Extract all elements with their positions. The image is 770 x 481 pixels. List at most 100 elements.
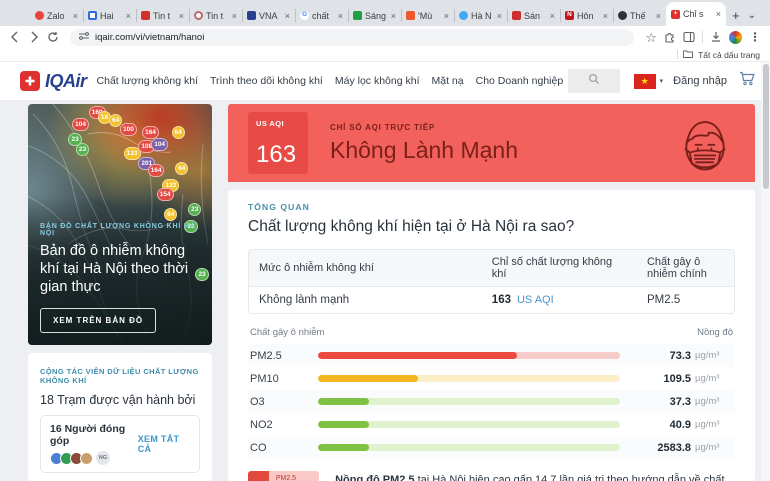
view-on-map-button[interactable]: XEM TRÊN BẢN ĐỒ: [40, 308, 157, 333]
stations-operated-heading: 18 Trạm được vận hành bởi: [40, 393, 196, 407]
reading-list-icon[interactable]: [683, 31, 695, 43]
tab-close-icon[interactable]: ×: [602, 10, 608, 21]
overview-eyebrow: TỔNG QUAN: [248, 202, 310, 212]
pollutant-name: PM2.5: [250, 349, 282, 362]
pollutant-bar-fill: [318, 421, 370, 428]
tab-close-icon[interactable]: ×: [125, 10, 131, 21]
browser-tab[interactable]: Sáng ×: [348, 5, 401, 26]
page-scrollbar[interactable]: [761, 62, 770, 481]
aqi-marker[interactable]: 104: [151, 137, 169, 151]
aqi-marker[interactable]: 64: [108, 113, 123, 127]
nav-item[interactable]: Trình theo dõi không khí: [210, 75, 323, 87]
tab-overflow-chevron-icon[interactable]: ⌄: [747, 10, 756, 21]
all-bookmarks-label[interactable]: Tất cả dấu trang: [698, 49, 760, 60]
bookmark-star-icon[interactable]: ☆: [645, 29, 657, 45]
tab-close-icon[interactable]: ×: [284, 10, 290, 21]
view-all-link[interactable]: XEM TẤT CẢ: [137, 434, 180, 454]
aqi-number: 163: [491, 294, 511, 306]
aqi-marker[interactable]: 64: [175, 161, 189, 175]
tab-favicon: [35, 11, 44, 20]
cart-icon[interactable]: [739, 71, 756, 91]
address-bar[interactable]: iqair.com/vi/vietnam/hanoi: [70, 28, 635, 46]
contributors-box[interactable]: 16 Người đóng góp NG XEM TẤT CẢ: [40, 415, 200, 473]
aqi-marker[interactable]: 64: [171, 125, 185, 139]
us-aqi-link[interactable]: US AQI: [516, 294, 554, 306]
pollutant-row: NO2 40.9 µg/m³: [248, 413, 735, 436]
pollutant-table-header: Chất gây ô nhiễm Nồng độ: [250, 327, 733, 338]
download-icon[interactable]: [710, 31, 722, 43]
aqi-marker[interactable]: 23: [68, 132, 82, 146]
url-text: iqair.com/vi/vietnam/hanoi: [95, 31, 205, 43]
tab-close-icon[interactable]: ×: [72, 10, 78, 21]
overview-card: TỔNG QUAN Chất lượng không khí hiện tại …: [228, 190, 755, 481]
back-button[interactable]: [9, 31, 21, 43]
nav-item[interactable]: Máy lọc không khí: [334, 75, 420, 87]
tab-close-icon[interactable]: ×: [443, 10, 449, 21]
site-header: IQAir Chất lượng không khí Trình theo dõi…: [0, 62, 770, 100]
new-tab-button[interactable]: +: [732, 8, 740, 23]
login-link[interactable]: Đăng nhập: [673, 75, 727, 87]
pollutant-name: PM10: [250, 372, 279, 385]
browser-tab[interactable]: 'Mù ×: [401, 5, 454, 26]
aqi-marker[interactable]: 64: [164, 207, 178, 221]
tab-title: VNA: [259, 10, 278, 21]
reload-button[interactable]: [47, 31, 59, 43]
aqi-marker[interactable]: 133: [123, 147, 141, 161]
iqair-logo-text[interactable]: IQAir: [45, 70, 87, 91]
browser-tab[interactable]: N Hôn ×: [560, 5, 613, 26]
aqi-marker[interactable]: 164: [142, 125, 159, 139]
pollutant-bar-track: [318, 398, 620, 405]
aqi-marker[interactable]: 154: [156, 188, 174, 202]
aqi-marker[interactable]: 164: [147, 164, 165, 178]
pollutant-value: 2583.8: [657, 441, 691, 454]
tab-title: chất: [312, 10, 330, 21]
site-settings-icon[interactable]: [79, 28, 89, 46]
aqi-marker[interactable]: 104: [72, 118, 90, 132]
tab-close-icon[interactable]: ×: [390, 10, 396, 21]
scrollbar-thumb[interactable]: [763, 64, 769, 189]
browser-tab[interactable]: Tin t ×: [136, 5, 189, 26]
aqi-marker[interactable]: 23: [195, 267, 209, 281]
overview-column-header: Mức ô nhiễm không khí: [249, 250, 482, 287]
aqi-marker[interactable]: 100: [120, 123, 137, 137]
tab-close-icon[interactable]: ×: [337, 10, 343, 21]
nav-item[interactable]: Chất lượng không khí: [96, 75, 198, 87]
browser-tab[interactable]: Zalo ×: [30, 5, 83, 26]
forward-button[interactable]: [28, 31, 40, 43]
language-caret-icon[interactable]: ▾: [659, 78, 664, 85]
aqi-marker[interactable]: 23: [184, 219, 198, 233]
browser-menu-icon[interactable]: ⋮: [749, 30, 761, 44]
tab-title: Zalo: [47, 10, 65, 21]
aqi-status-text: Không Lành Mạnh: [330, 136, 518, 163]
tab-close-icon[interactable]: ×: [496, 10, 502, 21]
browser-tab[interactable]: Hai ×: [83, 5, 136, 26]
nav-item[interactable]: Mặt nạ: [431, 75, 464, 87]
browser-tab[interactable]: Tin t ×: [189, 5, 242, 26]
browser-tab[interactable]: VNA ×: [242, 5, 295, 26]
aqi-scale-label: US AQI: [256, 119, 284, 128]
tab-close-icon[interactable]: ×: [715, 9, 721, 19]
pollutant-row: PM10 109.5 µg/m³: [248, 367, 735, 390]
extensions-icon[interactable]: [664, 31, 676, 43]
language-flag-vietnam[interactable]: ★: [633, 73, 656, 89]
search-button[interactable]: [567, 69, 620, 93]
overview-table: Mức ô nhiễm không khí Chỉ số chất lượng k…: [248, 249, 735, 314]
browser-tab[interactable]: + Chỉ s ×: [666, 2, 726, 26]
browser-tab[interactable]: Hà N ×: [454, 5, 507, 26]
pollutant-bar-track: [318, 375, 620, 382]
browser-tab[interactable]: Thế ×: [613, 5, 666, 26]
tab-close-icon[interactable]: ×: [178, 10, 184, 21]
browser-tab[interactable]: Sán ×: [507, 5, 560, 26]
iqair-logo-icon[interactable]: [20, 71, 40, 91]
tab-close-icon[interactable]: ×: [231, 10, 237, 21]
nav-item[interactable]: Cho Doanh nghiệp: [475, 75, 564, 87]
tab-close-icon[interactable]: ×: [549, 10, 555, 21]
aqi-marker[interactable]: 23: [188, 202, 202, 216]
contributor-avatars: NG: [50, 451, 138, 465]
air-quality-map-card[interactable]: 160 104 18 64 23 23 100 164 133 108 104 201 164 64 64 1…: [28, 104, 212, 345]
tab-close-icon[interactable]: ×: [655, 10, 661, 21]
aqi-marker[interactable]: 23: [75, 142, 90, 156]
profile-avatar[interactable]: [729, 30, 742, 44]
